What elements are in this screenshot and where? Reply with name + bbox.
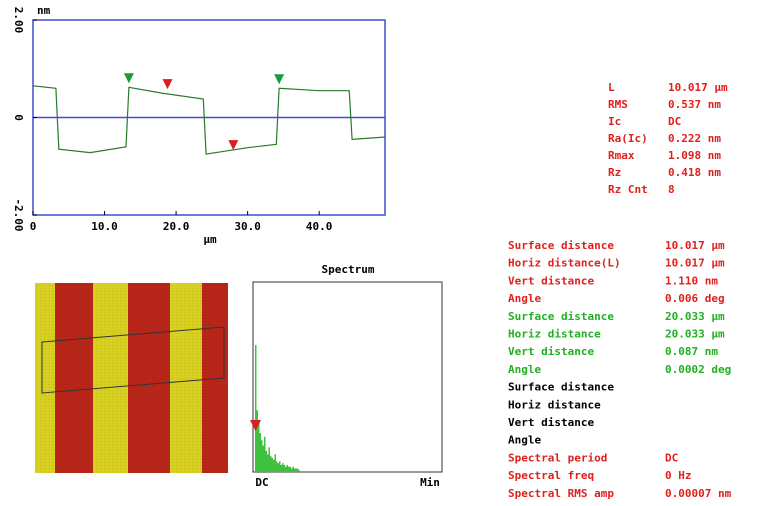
measurement-value: 0.0002 deg (665, 363, 731, 376)
measurement-value: 0.00007 nm (665, 487, 732, 500)
spectrum-bar (279, 461, 281, 472)
roughness-label: Ra(Ic) (608, 132, 648, 145)
spectrum-bar (261, 440, 263, 472)
roughness-value: 0.418 nm (668, 166, 721, 179)
measurement-label: Vert distance (508, 274, 594, 287)
cursor-marker (274, 74, 284, 84)
roughness-label: Rz (608, 166, 621, 179)
spectrum-bar (299, 470, 301, 472)
y-unit: nm (37, 4, 51, 17)
y-tick-label: 0 (12, 114, 25, 121)
roughness-label: Ic (608, 115, 621, 128)
spectrum-bar (267, 454, 269, 472)
measurement-label: Horiz distance (508, 328, 601, 341)
y-tick-label: -2.00 (12, 198, 25, 231)
spectrum-bar (287, 465, 289, 472)
spectrum-bar (260, 433, 262, 472)
x-tick-label: 30.0 (234, 220, 261, 233)
roughness-value: 0.222 nm (668, 132, 721, 145)
profile-line (33, 86, 385, 154)
measurement-label: Angle (508, 292, 541, 305)
spectrum-bar (278, 463, 280, 472)
spectrum-bar (282, 463, 284, 472)
measurement-value: 20.033 µm (665, 328, 725, 341)
page: nm µm -2.00 0 2.00 0 10.0 20.0 30.0 40.0 Spectrum D… (0, 0, 757, 506)
spectrum-bar (297, 468, 299, 472)
spectrum-bar (258, 423, 260, 472)
spectrum-bar (275, 454, 277, 472)
spectrum-bar (272, 458, 274, 472)
measurement-value: 20.033 µm (665, 310, 725, 323)
measurement-value: 10.017 µm (665, 257, 725, 270)
roughness-value: 0.537 nm (668, 98, 721, 111)
measurement-label: Spectral RMS amp (508, 487, 614, 500)
roughness-value: DC (668, 115, 681, 128)
roughness-label: Rz Cnt (608, 183, 648, 196)
spectrum-bar (296, 468, 298, 472)
spectrum-bar (264, 437, 266, 472)
spectrum-bar (285, 467, 287, 472)
spectrum-frame (253, 282, 442, 472)
x-tick-label: 10.0 (91, 220, 118, 233)
spectrum-bar (276, 461, 278, 472)
cursor-marker (124, 73, 134, 83)
measurement-label: Vert distance (508, 345, 594, 358)
measurement-value: DC (665, 451, 678, 464)
measurement-value: 10.017 µm (665, 239, 725, 252)
roughness-label: Rmax (608, 149, 635, 162)
x-label: µm (203, 233, 217, 246)
roughness-label: L (608, 81, 615, 94)
spectrum-bar (288, 467, 290, 472)
spectrum-bar (270, 456, 272, 472)
measurement-label: Vert distance (508, 416, 594, 429)
measurement-value: 0.006 deg (665, 292, 725, 305)
spectrum-bar (269, 447, 271, 472)
screen: nm µm -2.00 0 2.00 0 10.0 20.0 30.0 40.0 Spectrum D… (0, 0, 757, 506)
roughness-value: 8 (668, 183, 675, 196)
spectrum-bar (263, 446, 265, 472)
spectrum-bar (294, 468, 296, 472)
spectrum-bar (266, 451, 268, 472)
x-tick-label: 40.0 (306, 220, 333, 233)
measurement-value: 1.110 nm (665, 274, 718, 287)
roughness-value: 10.017 µm (668, 81, 728, 94)
x-tick-label: Min (420, 476, 440, 489)
spectrum-bar (293, 467, 295, 472)
measurement-label: Horiz distance(L) (508, 257, 621, 270)
x-tick-label: 20.0 (163, 220, 190, 233)
cursor-marker (228, 140, 238, 150)
spectrum-title: Spectrum (322, 263, 375, 276)
spectrum-bar (291, 468, 293, 472)
spectrum-bar (281, 465, 283, 472)
measurement-label: Spectral period (508, 451, 607, 464)
measurement-label: Spectral freq (508, 469, 594, 482)
y-tick-label: 2.00 (12, 7, 25, 34)
measurement-label: Surface distance (508, 310, 614, 323)
spectrum-bar (284, 465, 286, 472)
spectrum-bar (290, 467, 292, 472)
cursor-marker (163, 79, 173, 89)
afm-image (35, 283, 228, 473)
measurement-label: Horiz distance (508, 398, 601, 411)
measurement-label: Surface distance (508, 381, 614, 394)
spectrum-bar (273, 460, 275, 472)
measurement-value: 0.087 nm (665, 345, 718, 358)
x-tick-label: 0 (30, 220, 37, 233)
measurement-value: 0 Hz (665, 469, 692, 482)
measurement-label: Angle (508, 363, 541, 376)
x-tick-label: DC (255, 476, 268, 489)
spectrum-bar (255, 345, 257, 472)
measurement-label: Surface distance (508, 239, 614, 252)
roughness-value: 1.098 nm (668, 149, 721, 162)
roughness-label: RMS (608, 98, 628, 111)
measurement-label: Angle (508, 434, 541, 447)
spectrum-bar (257, 410, 259, 472)
